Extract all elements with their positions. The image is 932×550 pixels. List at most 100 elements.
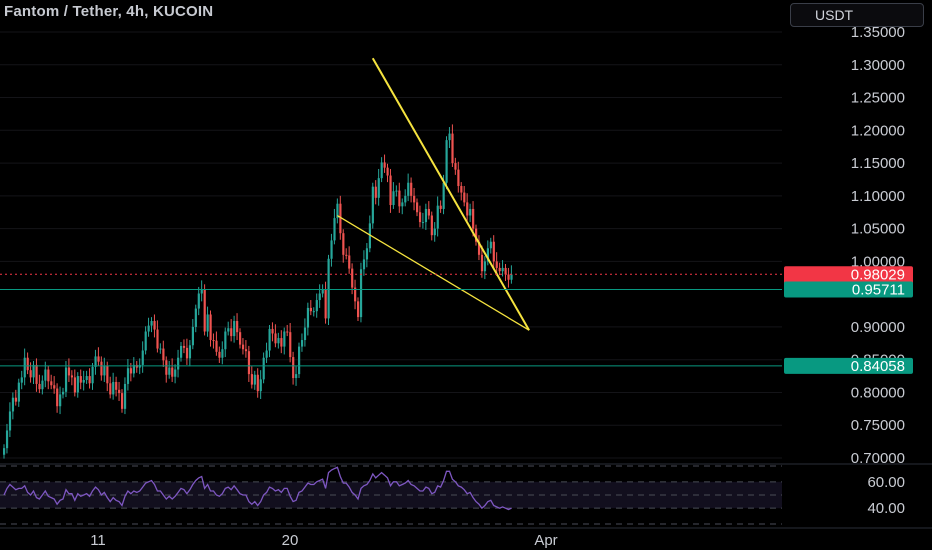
candle-body xyxy=(44,369,47,381)
candle-body xyxy=(132,364,135,374)
candle-body xyxy=(315,300,318,312)
candle-body xyxy=(8,411,12,431)
candle-body xyxy=(97,356,100,362)
candle-body xyxy=(53,385,56,389)
candle-body xyxy=(472,208,475,229)
candle-body xyxy=(463,192,466,203)
candle-body xyxy=(336,203,339,219)
candle-body xyxy=(73,377,76,393)
candle-body xyxy=(342,233,345,255)
currency-button[interactable]: USDT xyxy=(790,3,924,27)
candle-body xyxy=(475,228,478,242)
candle-body xyxy=(265,350,268,358)
rsi-line xyxy=(3,466,512,511)
candle-body xyxy=(206,314,209,332)
candle-body xyxy=(380,162,383,179)
candle-body xyxy=(303,327,307,341)
candle-body xyxy=(150,321,153,326)
candle-body xyxy=(123,383,127,409)
candle-body xyxy=(386,167,389,176)
candle-body xyxy=(274,333,277,344)
grid-lines xyxy=(0,31,782,459)
candle-body xyxy=(70,375,74,378)
trendline xyxy=(337,214,530,331)
candle-body xyxy=(368,223,371,249)
candle-body xyxy=(324,289,327,319)
chart-title: Fantom / Tether, 4h, KUCOIN xyxy=(4,3,214,20)
time-tick-label: 11 xyxy=(90,532,106,549)
candle-body xyxy=(448,133,451,141)
candle-body xyxy=(339,203,342,234)
candle-body xyxy=(357,301,360,318)
candle-body xyxy=(354,287,357,302)
time-axis[interactable]: 11 20 Apr xyxy=(0,527,932,549)
price-axis[interactable]: 1.35000 1.30000 1.25000 1.20000 1.15000 1.100… xyxy=(851,24,905,467)
rsi-tick-label: 40.00 xyxy=(867,500,905,517)
candle-body xyxy=(483,261,487,272)
candle-body xyxy=(439,205,442,209)
candle-body xyxy=(241,344,245,350)
price-tick-label: 1.20000 xyxy=(851,122,905,139)
candle-body xyxy=(433,228,436,236)
candle-body xyxy=(486,248,489,262)
candle-body xyxy=(389,175,392,206)
price-tick-label: 0.90000 xyxy=(851,319,905,336)
candle-body xyxy=(88,376,91,384)
candle-body xyxy=(489,241,492,249)
candle-body xyxy=(106,365,109,384)
candle-body xyxy=(91,366,94,384)
candle-body xyxy=(510,274,513,280)
candle-body xyxy=(283,331,286,347)
candle-body xyxy=(507,274,510,280)
candle-body xyxy=(168,367,171,375)
candle-body xyxy=(126,368,130,384)
candle-body xyxy=(203,289,206,332)
candle-body xyxy=(330,240,333,259)
candle-body xyxy=(14,397,17,402)
candle-body xyxy=(227,328,230,332)
candle-body xyxy=(185,347,189,359)
candle-body xyxy=(112,381,115,395)
candle-body xyxy=(5,430,9,449)
rsi-tick-label: 60.00 xyxy=(867,474,905,491)
price-tick-label: 1.05000 xyxy=(851,221,905,238)
candle-body xyxy=(182,345,186,348)
candle-body xyxy=(436,205,439,229)
candle-body xyxy=(236,321,239,333)
candle-body xyxy=(460,186,463,193)
candle-body xyxy=(209,314,212,341)
candle-body xyxy=(177,357,180,370)
candle-body xyxy=(17,382,20,402)
candle-body xyxy=(421,222,425,224)
candle-body xyxy=(212,340,215,342)
candle-body xyxy=(289,332,292,358)
candle-body xyxy=(277,338,280,344)
candle-body xyxy=(495,261,498,268)
candle-body xyxy=(20,377,23,383)
time-tick-label: Apr xyxy=(534,532,557,549)
candle-body xyxy=(26,357,29,371)
candle-body xyxy=(321,289,324,294)
candle-body xyxy=(395,190,398,192)
candle-body xyxy=(129,368,133,374)
candle-body xyxy=(457,169,460,187)
candle-body xyxy=(153,321,156,330)
candle-body xyxy=(362,259,366,270)
candle-body xyxy=(118,389,121,394)
candle-body xyxy=(244,349,248,352)
candle-body xyxy=(430,215,433,236)
candle-body xyxy=(398,190,401,207)
candle-body xyxy=(121,393,124,409)
candle-body xyxy=(300,340,304,347)
candle-body xyxy=(144,331,147,351)
candle-body xyxy=(371,186,374,224)
candle-body xyxy=(504,267,507,275)
candle-body xyxy=(309,307,312,312)
candle-body xyxy=(345,254,348,256)
candle-body xyxy=(62,391,65,395)
candle-body xyxy=(365,248,369,260)
candle-body xyxy=(79,376,82,383)
candle-body xyxy=(259,379,262,392)
price-label-box xyxy=(784,357,913,374)
